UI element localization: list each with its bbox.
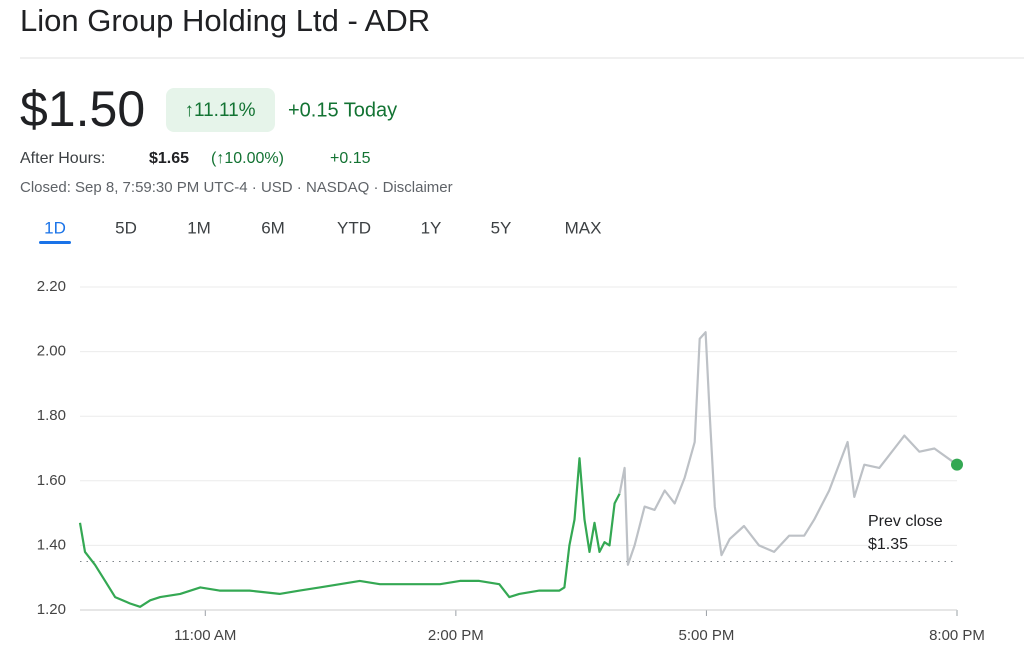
range-tab[interactable]: 5D: [115, 218, 137, 237]
after-hours-price: $1.65: [149, 150, 189, 167]
y-tick-label: 2.20: [37, 278, 66, 295]
change-badge: [166, 88, 275, 132]
y-tick-label: 1.20: [37, 601, 66, 618]
status: Closed: Sep 8, 7:59:30 PM UTC-4 · USD · …: [20, 179, 453, 196]
range-tab[interactable]: 6M: [261, 218, 285, 237]
chart: 1.20 1.40 1.60 1.80 2.00 2.20 11:00 AM 2:00 PM 5…: [37, 278, 985, 644]
range-tab[interactable]: 1Y: [421, 218, 442, 237]
price-line: [618, 331, 958, 566]
price-line: [78, 457, 621, 608]
x-tick-label: 11:00 AM: [174, 627, 236, 644]
x-tick-label: 5:00 PM: [678, 627, 734, 644]
change-pct: ↑11.11%: [184, 100, 255, 121]
price: $1.50: [20, 81, 145, 137]
x-tick-label: 8:00 PM: [929, 627, 985, 644]
after-hours-change-pct: (↑10.00%): [211, 150, 284, 167]
after-hours-label: After Hours:: [20, 150, 105, 167]
tab-indicator: [39, 241, 71, 244]
range-tab[interactable]: YTD: [337, 218, 371, 237]
x-tick-label: 2:00 PM: [428, 627, 484, 644]
end-marker: [951, 458, 963, 471]
y-tick-label: 1.60: [37, 472, 66, 489]
prev-close-value: $1.35: [868, 536, 908, 553]
y-tick-label: 2.00: [37, 343, 66, 360]
after-hours-change: +0.15: [330, 150, 371, 167]
y-tick-label: 1.40: [37, 536, 66, 553]
range-tab[interactable]: MAX: [565, 218, 602, 237]
y-tick-label: 1.80: [37, 407, 66, 424]
range-tab[interactable]: 1D: [44, 218, 66, 237]
stock-title: Lion Group Holding Ltd - ADR: [20, 3, 430, 38]
change: +0.15 Today: [288, 99, 397, 121]
prev-close-label: Prev close: [868, 513, 943, 530]
range-tab[interactable]: 5Y: [491, 218, 512, 237]
range-tabs: 1D 5D 1M 6M YTD 1Y 5Y MAX: [39, 218, 601, 244]
range-tab[interactable]: 1M: [187, 218, 211, 237]
